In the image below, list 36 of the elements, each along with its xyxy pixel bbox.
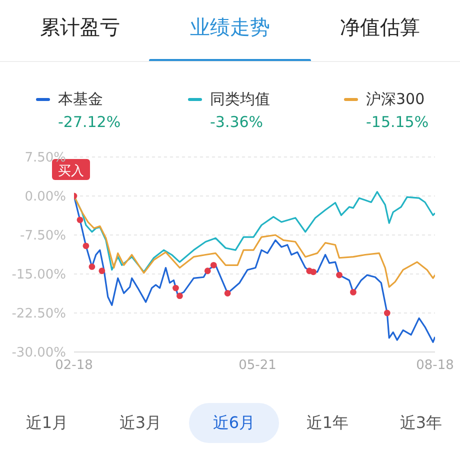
legend-label: 同类均值 bbox=[210, 90, 270, 109]
y-tick-label: 0.00% bbox=[24, 190, 66, 205]
point bbox=[176, 292, 183, 300]
text: 近1年 bbox=[305, 412, 350, 434]
point bbox=[336, 272, 342, 278]
y-tick-label: -22.50% bbox=[12, 306, 66, 322]
point bbox=[204, 268, 211, 274]
point bbox=[82, 242, 90, 250]
text: 净值估算 bbox=[339, 14, 421, 41]
text: 近3月 bbox=[118, 412, 163, 434]
x-tick-label: 02-18 bbox=[55, 358, 93, 374]
point bbox=[224, 290, 231, 296]
text: 近6月 bbox=[189, 403, 279, 443]
annotation: 买入 bbox=[58, 164, 84, 179]
y-tick-label: -15.00% bbox=[12, 268, 66, 283]
y-tick-label: -7.50% bbox=[20, 228, 66, 244]
point bbox=[384, 310, 390, 316]
y-tick-label: -30.00% bbox=[12, 346, 66, 361]
point bbox=[76, 216, 84, 224]
legend-label: 沪深300 bbox=[366, 90, 425, 109]
text: -27.12% bbox=[58, 113, 121, 131]
point bbox=[98, 268, 106, 274]
x-tick-label: 05-21 bbox=[238, 358, 276, 374]
text: 累计盈亏 bbox=[39, 14, 121, 41]
text: -15.15% bbox=[366, 113, 429, 131]
text: 近3年 bbox=[398, 412, 444, 434]
point bbox=[88, 264, 96, 270]
legend-label: 本基金 bbox=[58, 90, 103, 109]
text: -3.36% bbox=[210, 113, 264, 131]
text: 近1月 bbox=[24, 412, 70, 434]
x-tick-label: 08-18 bbox=[416, 358, 454, 374]
text: 业绩走势 bbox=[189, 14, 271, 41]
point bbox=[172, 284, 179, 292]
point bbox=[350, 289, 356, 296]
point bbox=[210, 262, 217, 268]
point bbox=[310, 268, 317, 276]
